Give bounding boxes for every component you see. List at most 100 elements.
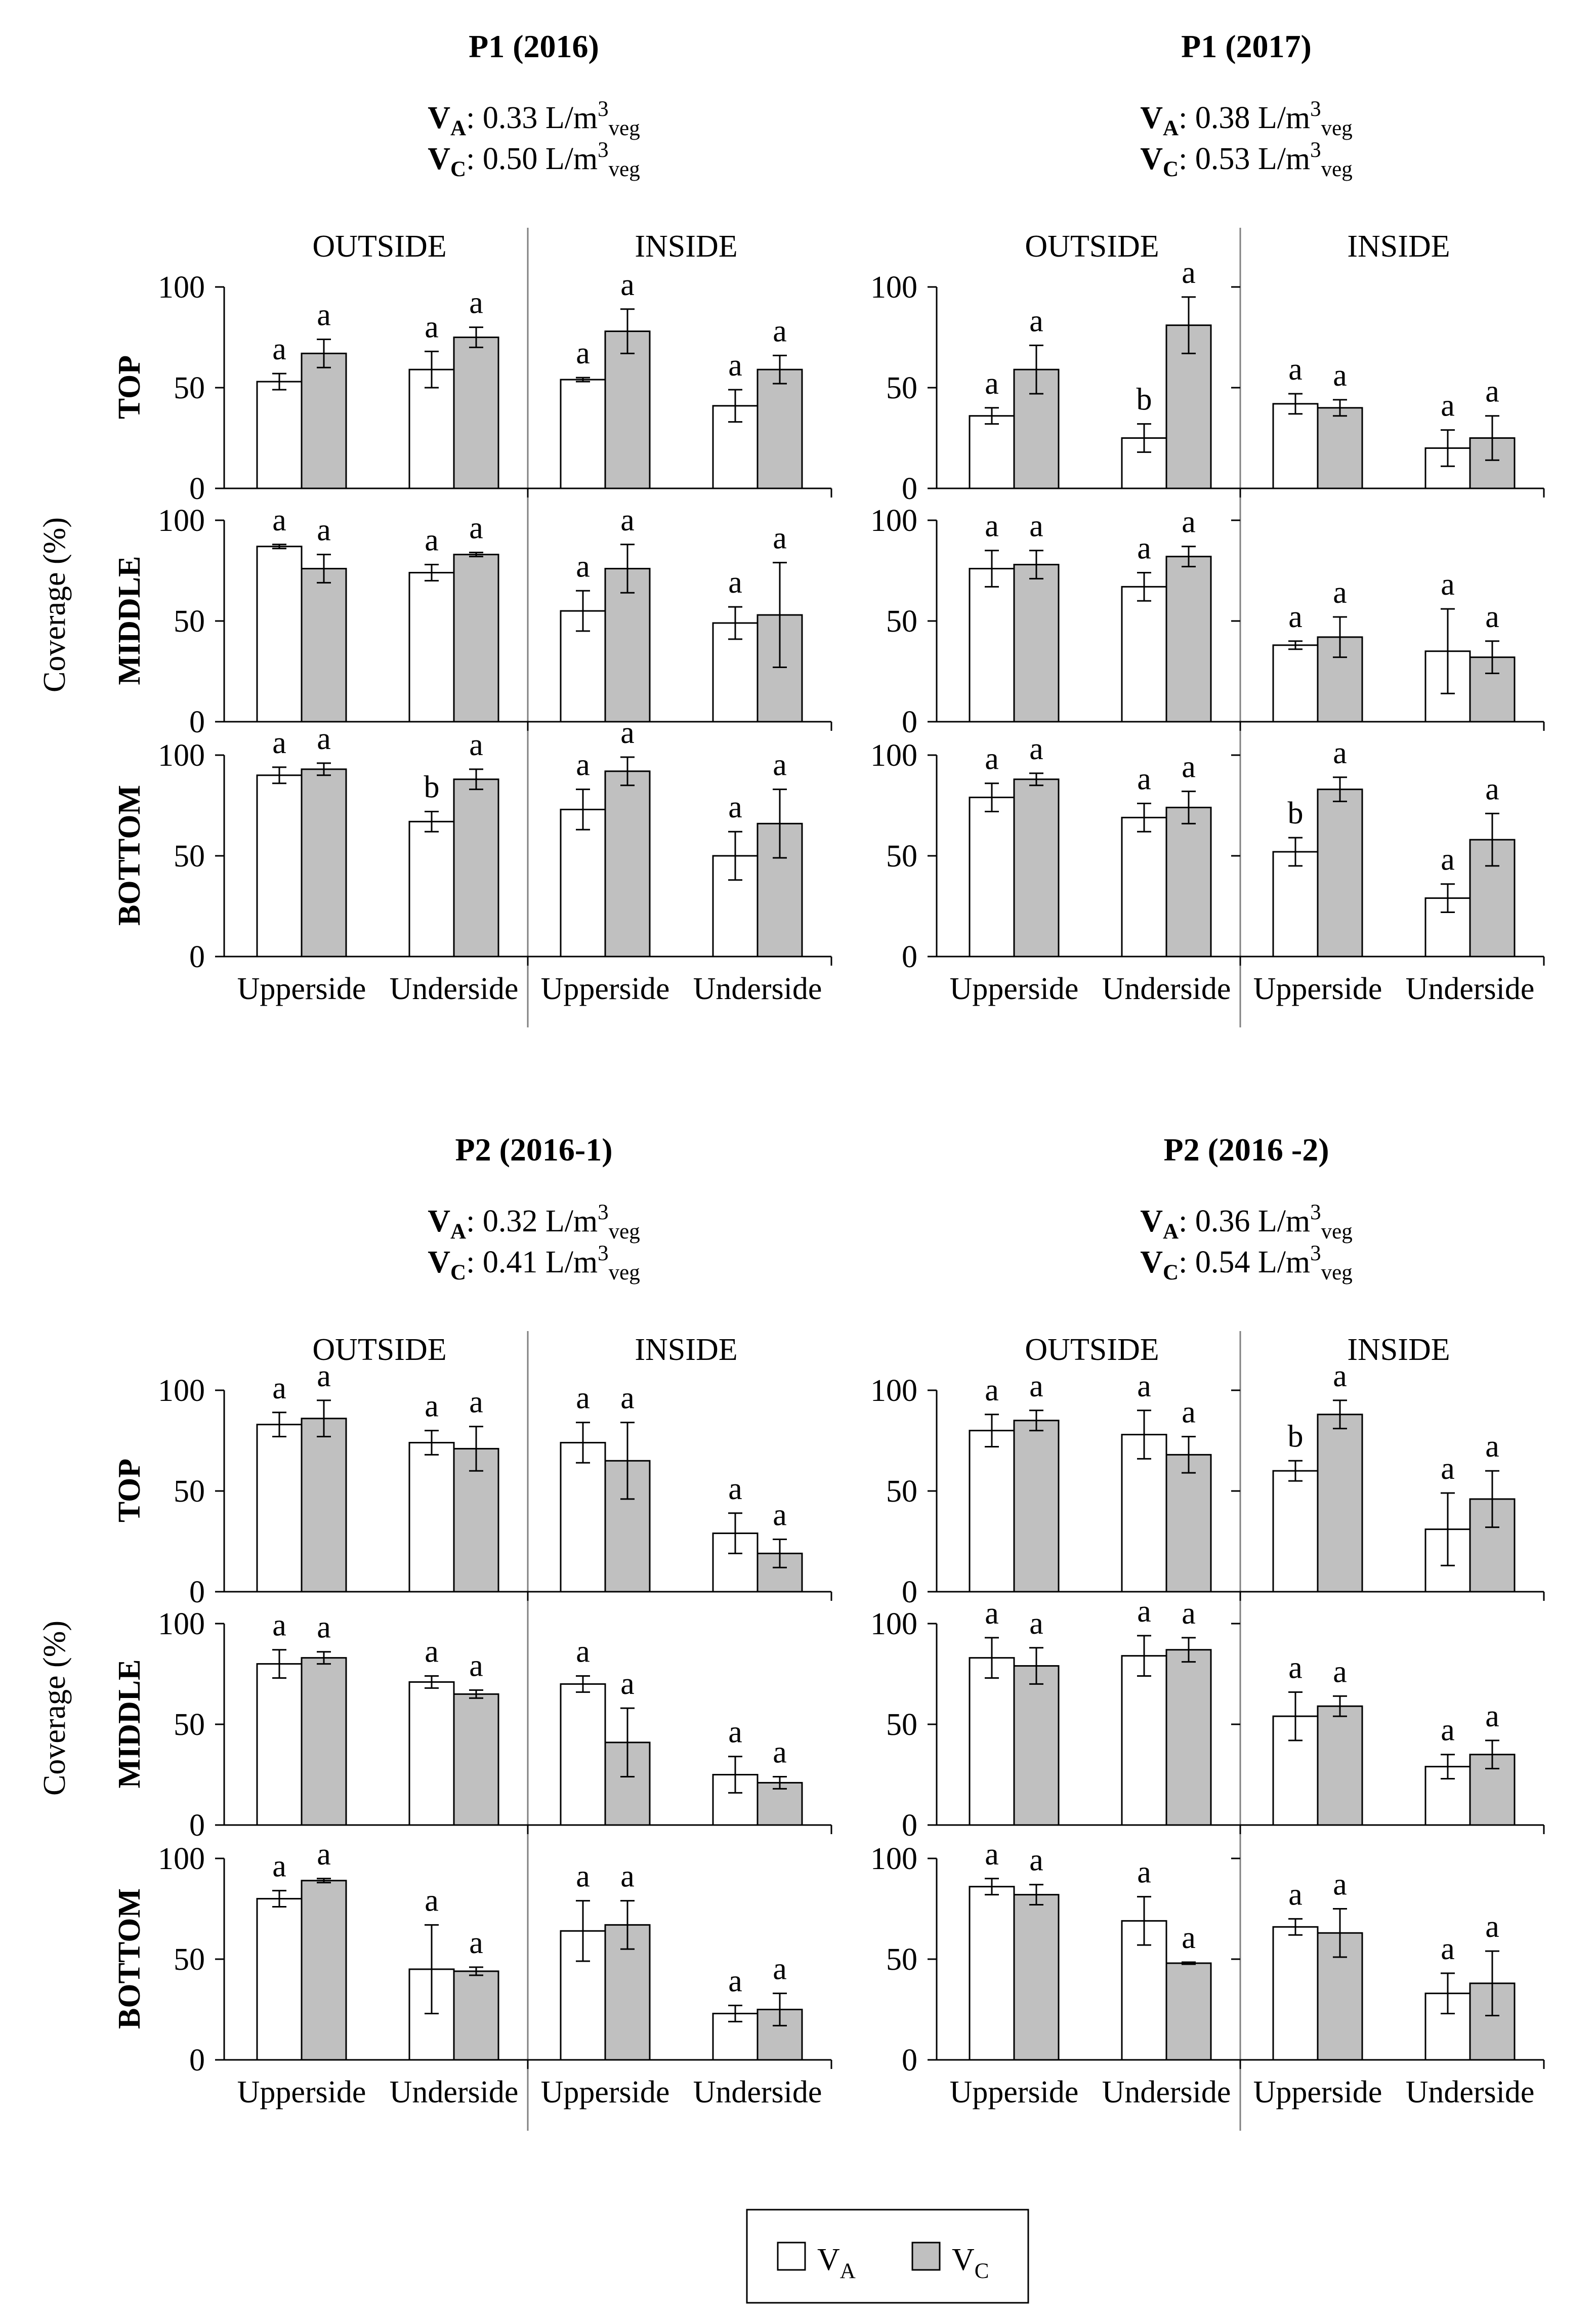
bar-vc xyxy=(1165,1649,1212,1826)
significance-letter: a xyxy=(1441,1932,1455,1966)
bar-vc xyxy=(301,1418,347,1593)
y-tick-label: 0 xyxy=(189,940,205,974)
volume-value: : 0.33 L/m xyxy=(466,101,598,135)
y-tick-label: 50 xyxy=(886,1708,917,1742)
y-tick-label: 0 xyxy=(902,705,917,739)
significance-letter: a xyxy=(576,1381,590,1416)
volume-line: VC: 0.50 L/m3veg xyxy=(428,138,640,181)
significance-letter: a xyxy=(1441,567,1455,602)
significance-letter: a xyxy=(1182,750,1196,784)
volume-subscript: A xyxy=(1163,116,1179,140)
significance-letter: a xyxy=(317,1359,331,1393)
bar-vc xyxy=(453,337,499,489)
significance-letter: a xyxy=(1137,1594,1151,1629)
significance-letter: a xyxy=(1485,1699,1499,1733)
bar-va xyxy=(560,379,606,489)
volume-symbol: V xyxy=(428,101,450,135)
volume-line: VA: 0.33 L/m3veg xyxy=(428,97,640,140)
significance-letter: a xyxy=(576,1859,590,1894)
y-tick-label: 50 xyxy=(174,604,205,639)
significance-letter: a xyxy=(728,1472,742,1506)
significance-letter: a xyxy=(425,1634,439,1669)
bar-va xyxy=(256,1898,303,2061)
volume-unit-sub: veg xyxy=(1321,1261,1353,1285)
volume-unit-sup: 3 xyxy=(598,138,609,162)
significance-letter: a xyxy=(985,509,999,544)
volume-value: : 0.41 L/m xyxy=(466,1245,598,1279)
y-tick-label: 50 xyxy=(886,371,917,405)
significance-letter: a xyxy=(985,1837,999,1872)
bar-va xyxy=(408,1681,455,1826)
significance-letter: a xyxy=(1182,1596,1196,1631)
bar-vc xyxy=(604,568,651,723)
section-label: OUTSIDE xyxy=(1025,1333,1159,1367)
x-category-label: Upperside xyxy=(1253,972,1382,1006)
significance-letter: a xyxy=(576,549,590,584)
significance-letter: a xyxy=(1137,762,1151,797)
x-category-label: Upperside xyxy=(950,2075,1079,2109)
significance-letter: a xyxy=(317,1837,331,1872)
significance-letter: a xyxy=(469,511,483,546)
bar-va xyxy=(969,1430,1015,1593)
significance-letter: a xyxy=(1182,1921,1196,1955)
significance-letter: a xyxy=(425,1389,439,1424)
significance-letter: a xyxy=(1441,1713,1455,1748)
bar-va xyxy=(560,1441,606,1593)
section-label: OUTSIDE xyxy=(312,1333,446,1367)
y-tick-label: 50 xyxy=(886,1474,917,1509)
y-tick-label: 0 xyxy=(189,705,205,739)
bar-vc xyxy=(1317,407,1363,489)
bar-vc xyxy=(1165,806,1212,958)
bar-va xyxy=(408,820,455,958)
volume-unit-sup: 3 xyxy=(598,1200,609,1224)
significance-letter: a xyxy=(272,1371,286,1405)
significance-letter: a xyxy=(773,1952,787,1986)
bar-va xyxy=(408,1441,455,1593)
significance-letter: a xyxy=(985,1373,999,1407)
y-tick-label: 0 xyxy=(189,1575,205,1609)
y-tick-label: 100 xyxy=(870,270,917,305)
legend-subscript: C xyxy=(975,2259,989,2283)
bar-vc xyxy=(1013,778,1060,958)
significance-letter: a xyxy=(1441,1452,1455,1486)
significance-letter: a xyxy=(620,1381,635,1416)
volume-line: VC: 0.53 L/m3veg xyxy=(1140,138,1353,181)
bar-va xyxy=(560,808,606,958)
row-label: BOTTOM xyxy=(112,785,147,926)
bar-vc xyxy=(1317,789,1363,958)
significance-letter: a xyxy=(317,1610,331,1645)
legend-label: VA xyxy=(817,2243,856,2283)
significance-letter: a xyxy=(985,1596,999,1631)
y-axis-label: Coverage (%) xyxy=(37,1621,72,1796)
volume-unit-sub: veg xyxy=(609,157,640,181)
bar-vc xyxy=(453,1447,499,1593)
y-tick-label: 0 xyxy=(189,1808,205,1843)
bar-va xyxy=(1121,816,1167,958)
y-tick-label: 100 xyxy=(870,738,917,773)
y-tick-label: 0 xyxy=(902,2043,917,2078)
volume-unit-sub: veg xyxy=(609,1220,640,1244)
section-label: INSIDE xyxy=(635,1333,737,1367)
volume-symbol: V xyxy=(428,142,450,176)
significance-letter: a xyxy=(1485,1910,1499,1944)
bar-vc xyxy=(301,1657,347,1826)
volume-symbol: V xyxy=(1140,101,1163,135)
bar-va xyxy=(256,774,303,958)
significance-letter: a xyxy=(317,298,331,332)
volume-line: VC: 0.41 L/m3veg xyxy=(428,1241,640,1285)
bar-vc xyxy=(1317,1414,1363,1593)
x-category-label: Underside xyxy=(1406,972,1535,1006)
x-category-label: Upperside xyxy=(1253,2075,1382,2109)
significance-letter: a xyxy=(1029,304,1043,338)
significance-letter: a xyxy=(773,1735,787,1769)
volume-subscript: C xyxy=(1163,1261,1179,1285)
volume-value: : 0.50 L/m xyxy=(466,142,598,176)
significance-letter: a xyxy=(620,1667,635,1701)
bar-vc xyxy=(453,778,499,958)
y-tick-label: 100 xyxy=(158,504,205,538)
